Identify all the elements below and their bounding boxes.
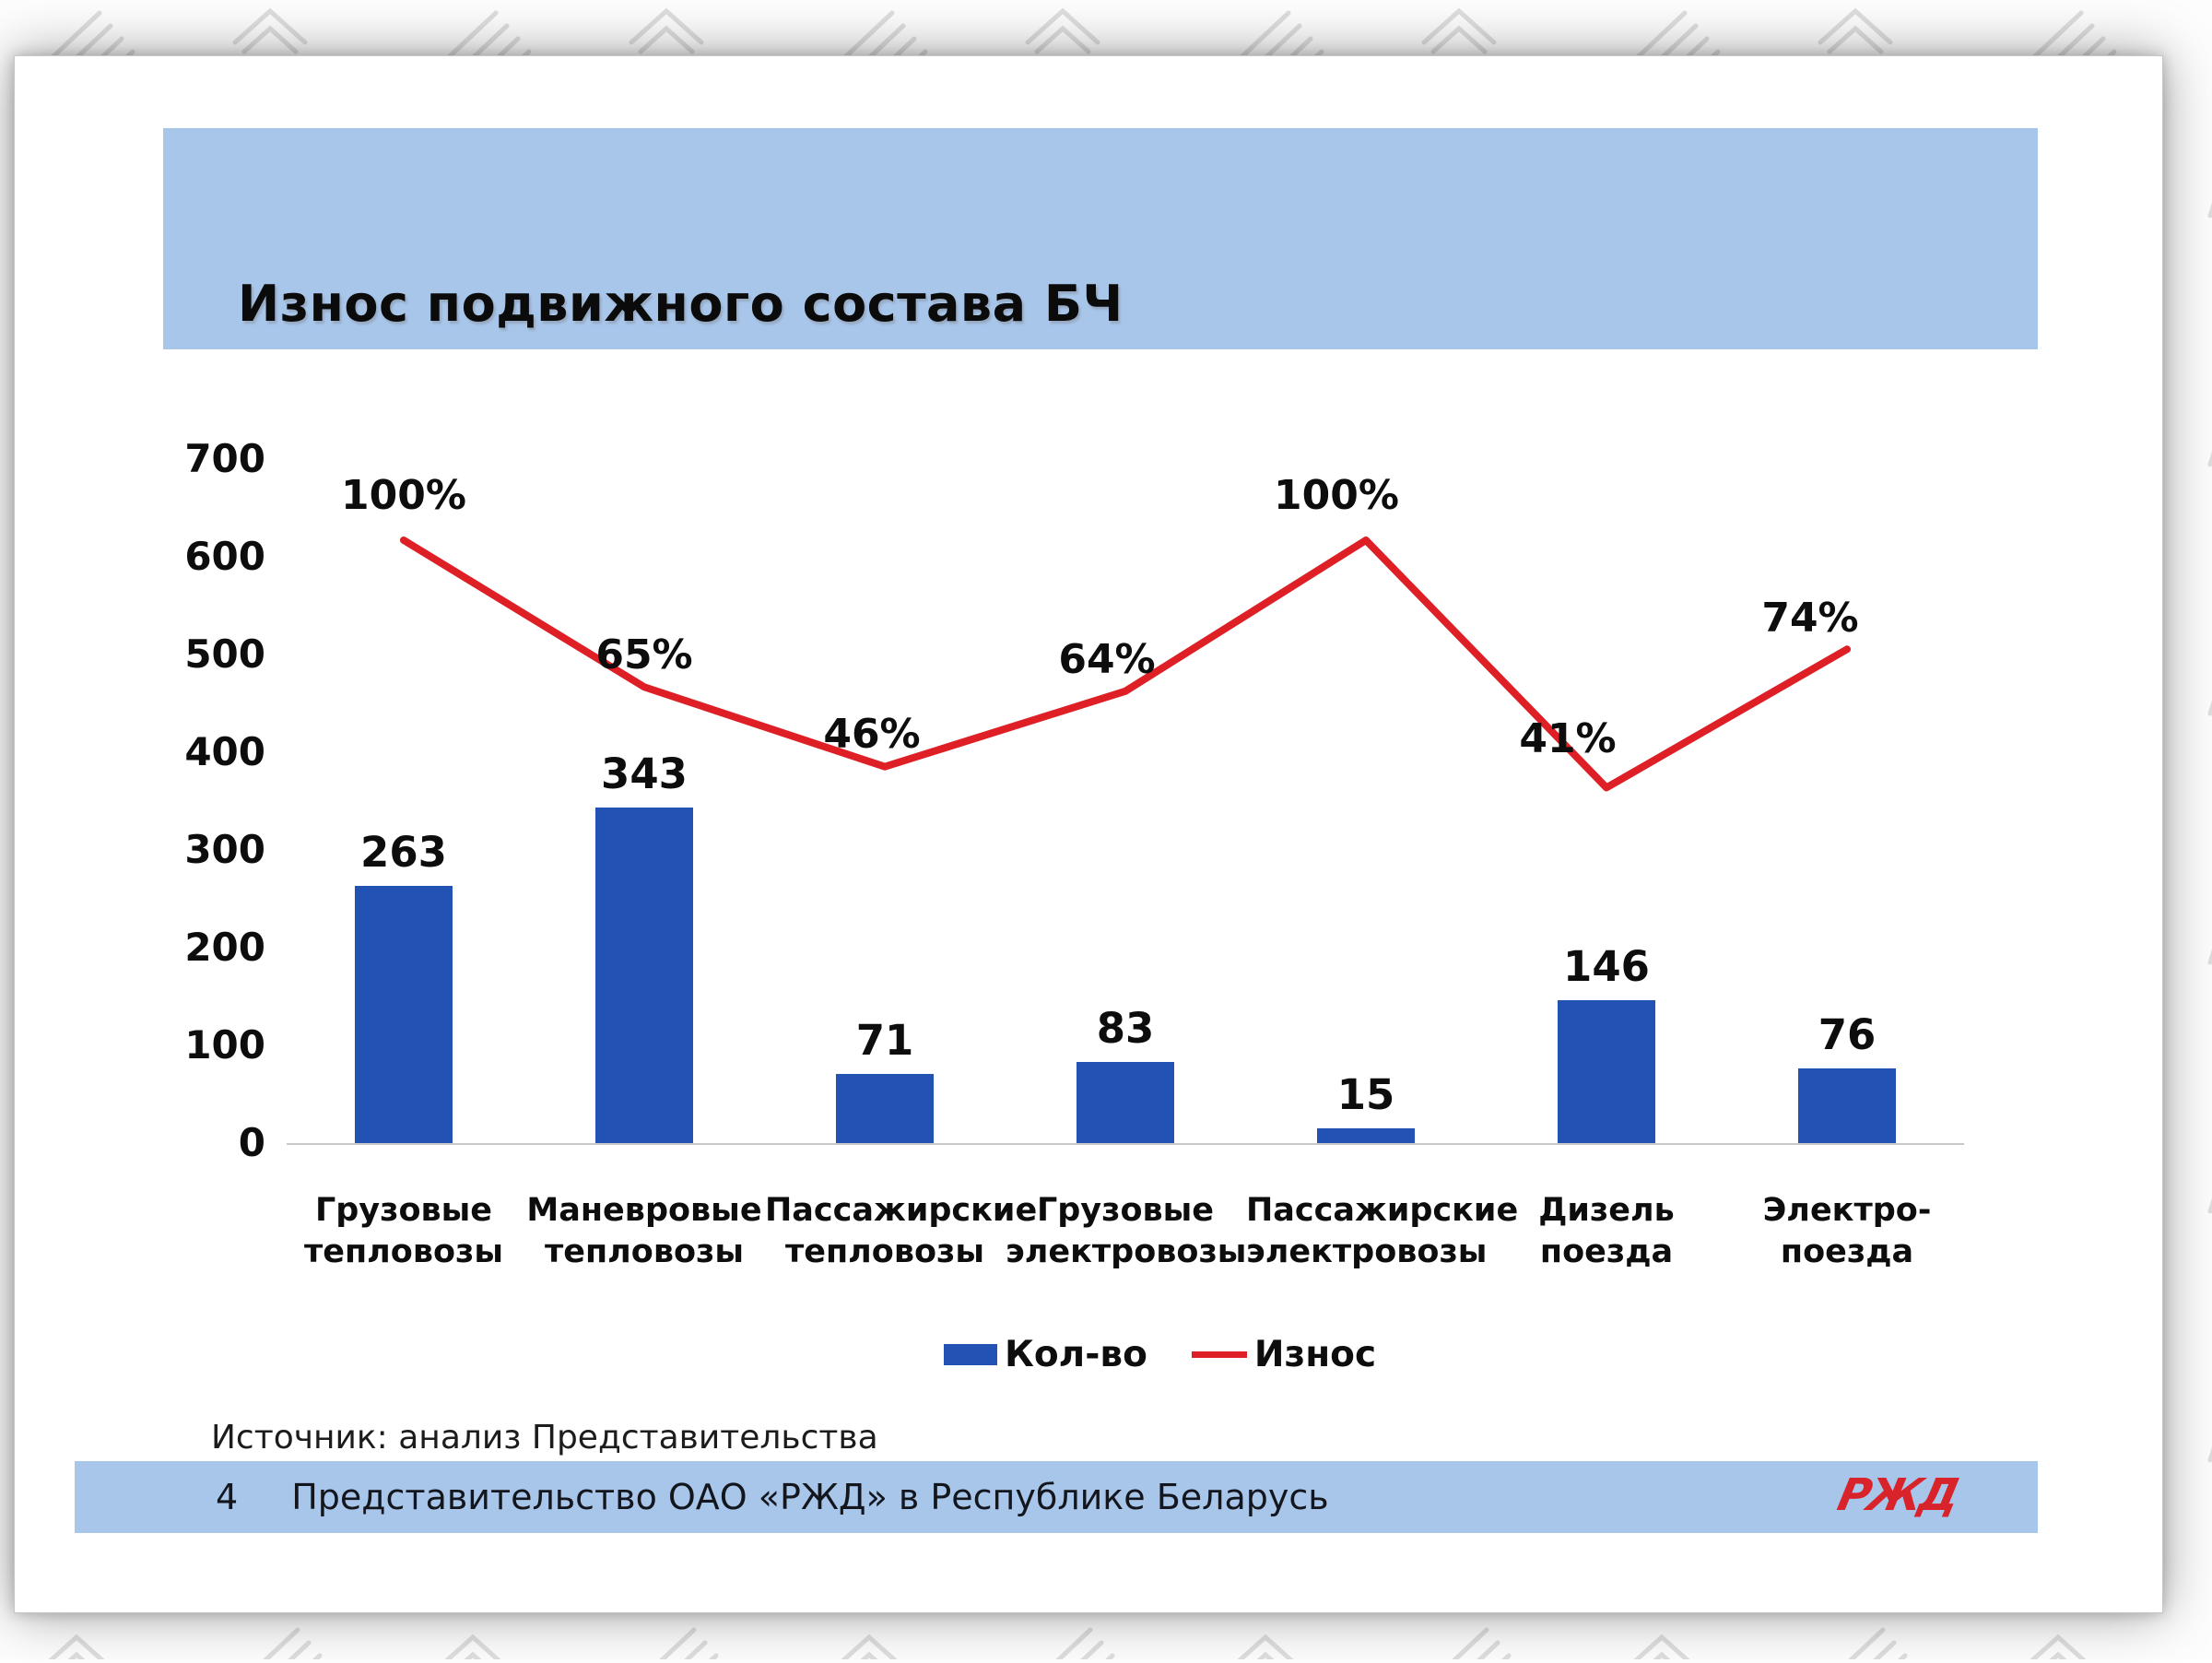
category-label-line: электровозы [1006,1233,1247,1270]
wear-percent-label: 41% [1519,715,1617,763]
bar-value-label: 343 [601,749,688,799]
category-label-line: тепловозы [544,1233,745,1270]
legend-bar-label: Кол-во [1005,1333,1147,1375]
y-tick-label: 300 [184,827,265,872]
category-label: Маневровые тепловозы [524,1190,764,1273]
legend-line-swatch [1191,1350,1247,1358]
y-tick-label: 100 [184,1022,265,1067]
category-label-line: тепловозы [303,1233,504,1270]
bar [1798,1068,1896,1143]
chart-legend: Кол-во Износ [944,1333,1377,1375]
bar [836,1073,934,1143]
bar-value-label: 76 [1818,1010,1877,1060]
wear-percent-label: 100% [341,472,466,519]
y-tick-label: 200 [184,925,265,970]
y-tick-label: 400 [184,729,265,774]
source-note: Источник: анализ Представительства [211,1419,878,1457]
category-label: Электро-поезда [1727,1190,1967,1273]
footer-band: 4 Представительство ОАО «РЖД» в Республи… [75,1461,2038,1533]
bar-value-label: 15 [1336,1070,1395,1120]
wear-percent-label: 64% [1058,635,1156,683]
category-label-line: Пассажирские [1246,1192,1519,1229]
combo-chart: 700 600 500 400 300 200 100 0 263 Грузовые теплово… [15,56,2162,1612]
bar-value-label: 263 [360,828,447,878]
slide-page: Износ подвижного состава БЧ 700 600 500 400… [14,55,2163,1613]
bar [1077,1062,1174,1143]
wear-percent-label: 65% [595,631,693,679]
category-label: Дизель поезда [1487,1190,1726,1273]
y-tick-label: 600 [184,534,265,579]
y-tick-label: 0 [238,1120,265,1165]
category-label-line: Дизель поезда [1538,1192,1675,1270]
category-label-line: Грузовые [1036,1192,1215,1229]
category-label: Грузовые электровозы [1006,1190,1247,1273]
bar-value-label: 83 [1096,1004,1155,1054]
legend-line-label: Износ [1253,1333,1377,1375]
footer-text: Представительство ОАО «РЖД» в Республике… [291,1477,1329,1517]
bar [1558,1000,1655,1143]
wear-percent-label: 74% [1761,595,1859,643]
category-label-line: Маневровые [526,1192,762,1229]
bar [355,886,453,1143]
y-tick-label: 700 [184,436,265,481]
category-label: Грузовые тепловозы [284,1190,524,1273]
category-label-line: Пассажирские [765,1192,1038,1229]
bar [1317,1128,1415,1143]
category-label: Пассажирские электровозы [1246,1190,1519,1273]
category-label-line: электровозы [1246,1233,1488,1270]
wear-percent-label: 46% [823,710,921,758]
bar [595,808,693,1143]
legend-bar-swatch [944,1343,997,1365]
page-number: 4 [216,1477,239,1517]
bar-value-label: 146 [1563,942,1650,992]
category-label-line: тепловозы [784,1233,985,1270]
category-label-line: Электро-поезда [1762,1192,1932,1270]
slide-title: Износ подвижного состава БЧ [238,275,1124,333]
rzd-logo: РЖД [1833,1468,1962,1521]
category-label-line: Грузовые [314,1192,493,1229]
y-tick-label: 500 [184,631,265,677]
title-band: Износ подвижного состава БЧ [163,128,2038,349]
category-label: Пассажирские тепловозы [765,1190,1038,1273]
bar-value-label: 71 [855,1015,914,1065]
x-axis-line [287,1143,1964,1145]
wear-percent-label: 100% [1274,472,1399,519]
